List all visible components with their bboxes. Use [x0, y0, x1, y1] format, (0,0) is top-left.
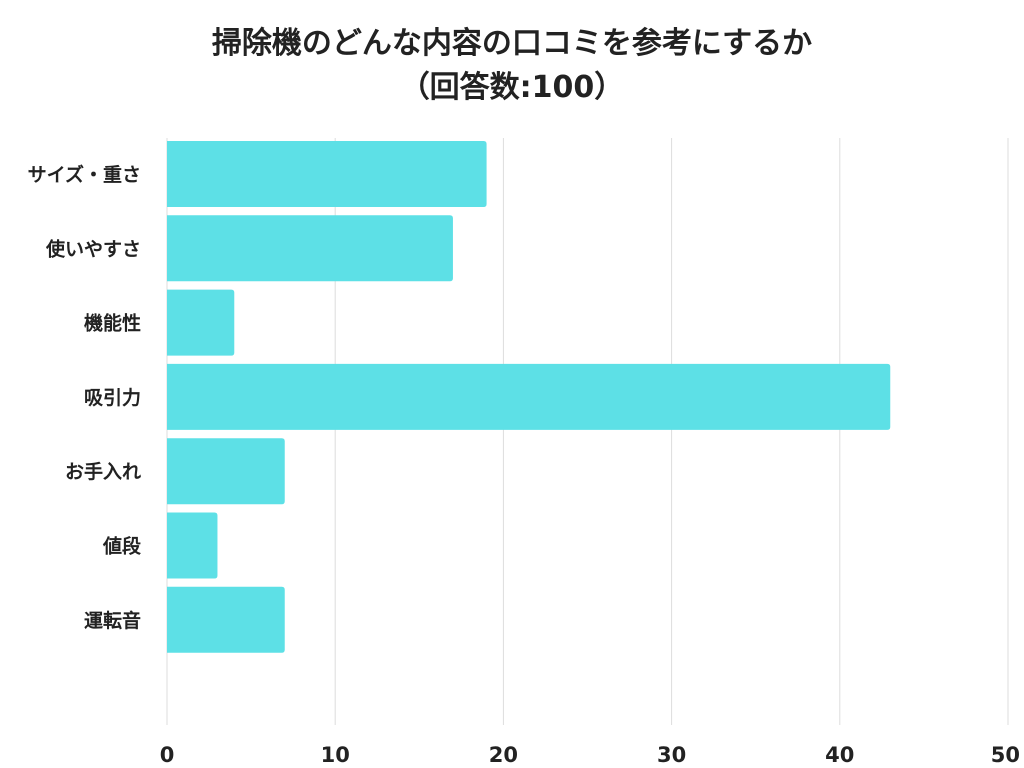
bar: [167, 586, 285, 653]
category-label: 使いやすさ: [45, 238, 141, 260]
bar: [167, 289, 235, 356]
bar: [167, 363, 891, 430]
bar: [167, 215, 453, 282]
x-tick-label: 10: [321, 743, 350, 767]
bar: [167, 512, 218, 579]
x-tick-label: 0: [160, 743, 175, 767]
category-label: 機能性: [84, 312, 141, 335]
category-label: 値段: [102, 535, 142, 558]
bars: [167, 141, 891, 653]
x-tick-label: 40: [825, 743, 854, 767]
category-label: 吸引力: [84, 386, 141, 409]
x-axis-ticks: 0 10 20 30 40 50: [160, 743, 1020, 767]
bar: [167, 141, 487, 207]
category-label: 運転音: [84, 609, 141, 632]
category-label: お手入れ: [65, 460, 141, 483]
x-tick-label: 20: [489, 743, 518, 767]
category-label: サイズ・重さ: [28, 163, 141, 186]
chart-subtitle: （回答数:100）: [399, 70, 625, 105]
x-tick-label: 50: [991, 743, 1020, 767]
chart-title: 掃除機のどんな内容の口コミを参考にするか: [211, 26, 813, 61]
bar: [167, 438, 285, 505]
x-tick-label: 30: [657, 743, 686, 767]
